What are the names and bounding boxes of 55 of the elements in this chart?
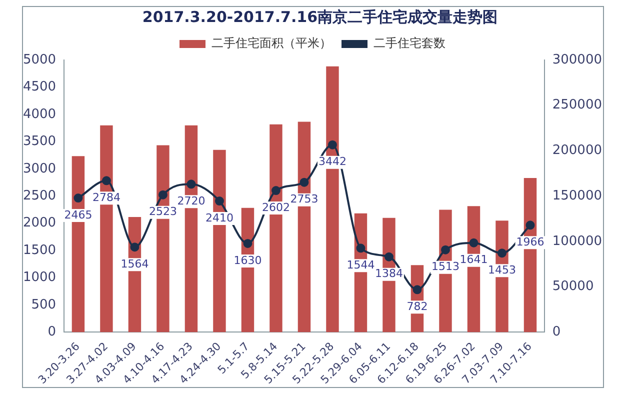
data-label: 2720 [177, 194, 206, 208]
point [300, 178, 309, 187]
point [102, 176, 111, 186]
y-tick-label: 3000 [22, 161, 56, 176]
data-label: 2753 [290, 192, 318, 206]
y-tick-label: 500 [31, 297, 56, 312]
y-tick-label: 1500 [22, 242, 56, 258]
point [412, 285, 422, 294]
y-tick-label: 3500 [22, 134, 56, 150]
y-tick-label: 4000 [22, 106, 56, 122]
data-label: 1513 [431, 260, 460, 274]
point [74, 194, 83, 203]
y2-tick-label: 200000 [552, 143, 602, 158]
data-label: 2523 [148, 205, 177, 218]
data-label: 2410 [205, 211, 234, 224]
point [271, 186, 280, 196]
data-label: 1384 [374, 267, 403, 280]
y-tick-label: 2000 [22, 216, 56, 231]
data-label: 2602 [262, 200, 290, 214]
point [497, 248, 506, 258]
legend-label: 二手住宅面积（平米） [212, 36, 332, 50]
data-label: 1641 [460, 253, 488, 266]
data-label: 1544 [346, 258, 375, 272]
y-tick-label: 5000 [22, 52, 56, 68]
data-label: 2784 [92, 191, 120, 204]
y-tick-label: 4500 [22, 80, 56, 95]
y2-tick-label: 0 [552, 324, 561, 340]
data-label: 1630 [234, 254, 262, 267]
point [356, 244, 366, 253]
data-label: 1564 [120, 257, 149, 270]
point [186, 180, 196, 189]
y2-tick-label: 250000 [552, 98, 602, 113]
data-label: 2465 [64, 208, 92, 222]
point [526, 220, 535, 230]
data-label: 1966 [516, 236, 544, 249]
y2-tick-label: 150000 [552, 188, 602, 204]
data-label: 1453 [488, 263, 516, 276]
y2-tick-label: 300000 [552, 52, 602, 68]
y2-tick-label: 100000 [552, 234, 602, 249]
point [328, 140, 337, 150]
data-label: 3442 [318, 155, 346, 168]
point [158, 190, 168, 200]
point [384, 252, 394, 262]
data-label: 782 [406, 300, 428, 314]
point [243, 238, 252, 248]
point [469, 238, 478, 248]
y-tick-label: 0 [48, 324, 56, 340]
point [440, 245, 450, 254]
legend-label: 二手住宅套数 [374, 36, 446, 50]
y-tick-label: 2500 [22, 188, 56, 204]
y2-tick-label: 50000 [552, 279, 594, 294]
chart-title: 2017.3.20-2017.7.16南京二手住宅成交量走势图 [141, 8, 499, 27]
point [130, 242, 140, 252]
y-tick-label: 1000 [22, 270, 56, 286]
point [214, 196, 224, 206]
